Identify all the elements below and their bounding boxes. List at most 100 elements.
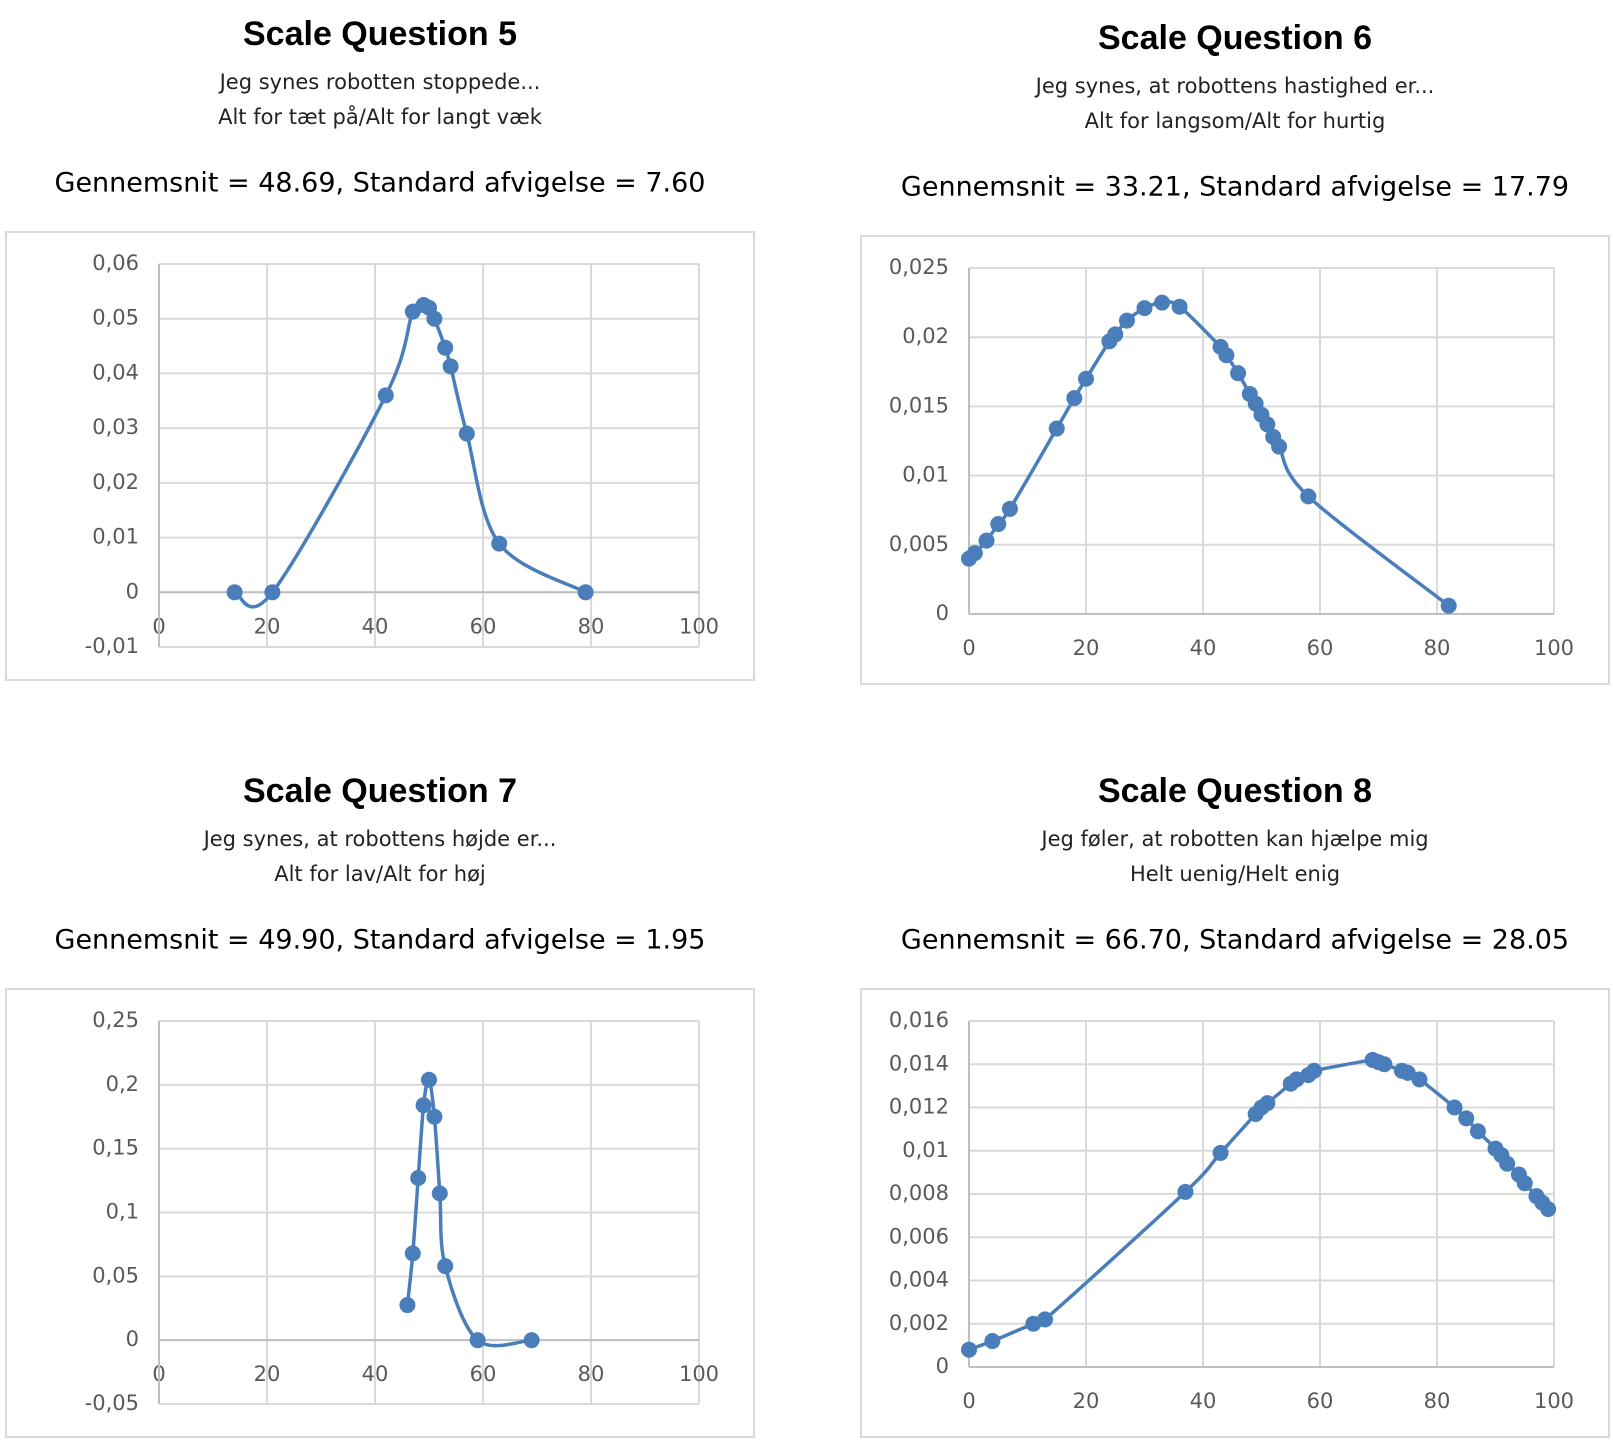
- data-point: [1118, 312, 1135, 329]
- data-point: [264, 584, 281, 601]
- chart-subtitle: Jeg føler, at robotten kan hjælpe mig: [1039, 827, 1428, 851]
- data-point: [426, 310, 443, 327]
- y-tick-label: 0,25: [92, 1008, 139, 1032]
- y-tick-label: 0,1: [106, 1200, 139, 1224]
- data-point: [1218, 347, 1235, 364]
- chart-subtitle: Helt uenig/Helt enig: [1130, 862, 1340, 886]
- data-point: [1177, 1183, 1194, 1200]
- chart-panel: Scale Question 8 Jeg føler, at robotten k…: [860, 772, 1610, 1438]
- data-point: [442, 358, 459, 375]
- data-point: [961, 1341, 977, 1358]
- y-tick-label: 0,15: [92, 1136, 139, 1160]
- data-point: [1271, 438, 1288, 455]
- x-tick-label: 40: [362, 1362, 389, 1386]
- x-tick-label: 80: [1424, 636, 1451, 660]
- data-point: [404, 1245, 421, 1262]
- chart-subtitle: Jeg synes, at robottens højde er...: [202, 827, 557, 851]
- y-tick-label: 0,03: [92, 415, 139, 439]
- y-tick-label: 0: [126, 1327, 139, 1351]
- x-tick-label: 40: [362, 614, 389, 638]
- y-tick-label: 0,2: [106, 1072, 139, 1096]
- data-point: [1458, 1110, 1475, 1127]
- y-tick-label: 0: [936, 601, 949, 625]
- y-tick-label: 0,002: [889, 1311, 949, 1335]
- data-point: [421, 1071, 437, 1088]
- y-tick-label: 0: [936, 1354, 949, 1378]
- x-tick-label: 60: [470, 614, 497, 638]
- data-point: [437, 1258, 454, 1275]
- data-point: [399, 1297, 416, 1314]
- x-tick-label: 20: [1073, 636, 1100, 660]
- data-point: [1154, 294, 1171, 311]
- y-tick-label: 0: [126, 579, 139, 603]
- chart-frame: [860, 988, 1610, 1438]
- data-point: [431, 1185, 448, 1202]
- data-point: [1516, 1175, 1533, 1192]
- data-point: [1306, 1062, 1323, 1079]
- y-tick-label: 0,016: [889, 1008, 949, 1032]
- y-tick-label: -0,01: [85, 634, 139, 658]
- chart-title: Scale Question 6: [1098, 19, 1372, 57]
- x-tick-label: 100: [1534, 1389, 1574, 1413]
- data-point: [415, 1097, 432, 1114]
- chart-panel: Scale Question 5 Jeg synes robotten stopp…: [5, 15, 755, 681]
- chart-stats: Gennemsnit = 33.21, Standard afvigelse =…: [901, 172, 1569, 203]
- chart-title: Scale Question 7: [243, 772, 517, 810]
- data-point: [226, 584, 243, 601]
- data-point: [1048, 420, 1065, 437]
- data-point: [990, 516, 1007, 533]
- chart-title: Scale Question 5: [243, 15, 517, 53]
- data-point: [1499, 1155, 1516, 1172]
- y-tick-label: 0,004: [889, 1268, 949, 1292]
- data-point: [426, 1108, 443, 1125]
- x-tick-label: 80: [578, 614, 605, 638]
- data-point: [978, 532, 995, 549]
- chart-frame: [5, 231, 755, 681]
- x-tick-label: 40: [1190, 1389, 1217, 1413]
- chart-panel: Scale Question 7 Jeg synes, at robottens …: [5, 772, 755, 1438]
- data-point: [984, 1333, 1001, 1350]
- data-point: [410, 1170, 427, 1187]
- y-tick-label: 0,05: [92, 306, 139, 330]
- data-point: [577, 584, 594, 601]
- data-point: [1446, 1099, 1463, 1116]
- x-tick-label: 80: [1424, 1389, 1451, 1413]
- y-tick-label: 0,04: [92, 360, 139, 384]
- y-tick-label: 0,02: [92, 470, 139, 494]
- y-tick-label: 0,015: [889, 393, 949, 417]
- chart-subtitle: Alt for tæt på/Alt for langt væk: [218, 104, 543, 129]
- data-point: [1440, 597, 1457, 614]
- x-tick-label: 0: [962, 636, 975, 660]
- y-tick-label: 0,02: [902, 324, 949, 348]
- data-point: [1259, 416, 1276, 433]
- data-point: [1037, 1311, 1054, 1328]
- chart-subtitle: Alt for lav/Alt for høj: [274, 862, 486, 886]
- data-point: [1540, 1201, 1557, 1218]
- data-point: [1230, 365, 1247, 382]
- chart-panel: Scale Question 6 Jeg synes, at robottens …: [860, 19, 1610, 685]
- series-line: [405, 1077, 532, 1348]
- y-tick-label: 0,014: [889, 1051, 949, 1075]
- data-point: [1469, 1123, 1486, 1140]
- chart-stats: Gennemsnit = 49.90, Standard afvigelse =…: [55, 925, 706, 956]
- chart-frame: [860, 235, 1610, 685]
- chart-subtitle: Jeg synes robotten stoppede...: [218, 70, 541, 94]
- y-tick-label: 0,01: [902, 1138, 949, 1162]
- y-tick-label: 0,008: [889, 1181, 949, 1205]
- data-point: [1212, 1144, 1229, 1161]
- x-tick-label: 60: [1307, 636, 1334, 660]
- y-tick-label: 0,025: [889, 255, 949, 279]
- x-tick-label: 40: [1190, 636, 1217, 660]
- chart-subtitle: Alt for langsom/Alt for hurtig: [1085, 109, 1386, 133]
- data-point: [1001, 500, 1018, 517]
- data-point: [1376, 1056, 1393, 1073]
- data-point: [377, 387, 394, 404]
- y-tick-label: 0,006: [889, 1224, 949, 1248]
- y-tick-label: 0,06: [92, 251, 139, 275]
- x-tick-label: 60: [470, 1362, 497, 1386]
- x-tick-label: 100: [679, 1362, 719, 1386]
- x-tick-label: 20: [1073, 1389, 1100, 1413]
- x-tick-label: 60: [1307, 1389, 1334, 1413]
- data-point: [469, 1332, 486, 1349]
- y-tick-label: -0,05: [85, 1391, 139, 1415]
